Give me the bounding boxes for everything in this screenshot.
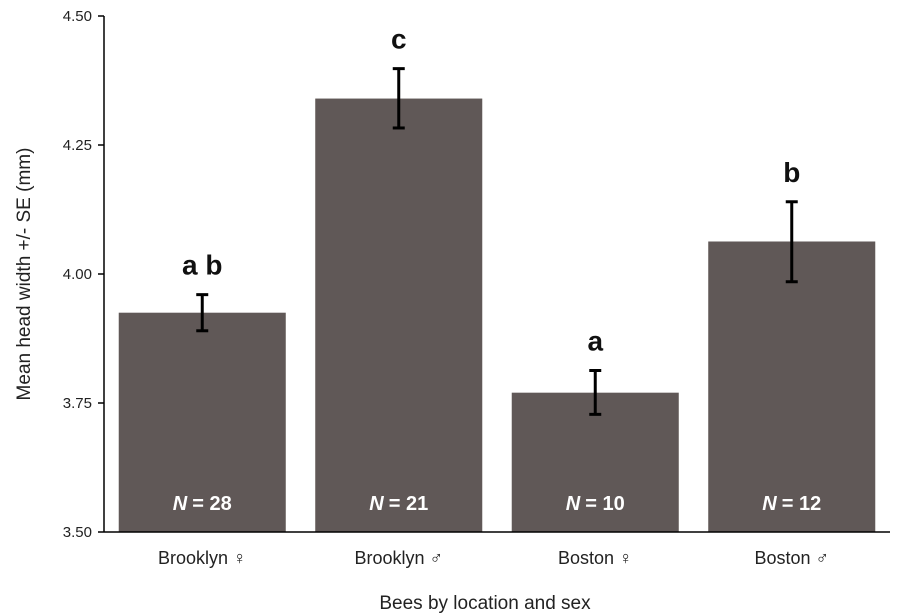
bar — [511, 392, 679, 532]
significance-label: a b — [182, 250, 222, 281]
sample-size-label: N = 21 — [369, 493, 428, 515]
y-tick-label: 4.25 — [63, 137, 92, 154]
y-tick-label: 4.50 — [63, 8, 92, 25]
sample-size-prefix: N — [566, 493, 581, 515]
x-tick-label: Boston ♀ — [558, 548, 633, 568]
sample-size-prefix: N — [369, 493, 384, 515]
sample-size-prefix: N — [762, 493, 777, 515]
y-axis-title: Mean head width +/- SE (mm) — [14, 148, 35, 401]
sample-size-value: = 28 — [192, 493, 231, 515]
sample-size-label: N = 10 — [566, 493, 625, 515]
sample-size-label: N = 12 — [762, 493, 821, 515]
y-tick-label: 3.75 — [63, 395, 92, 412]
x-tick-label: Boston ♂ — [754, 548, 829, 568]
x-axis: Brooklyn ♀ Brooklyn ♂ Boston ♀ Boston ♂ — [104, 531, 890, 568]
sample-size-prefix: N — [173, 493, 188, 515]
y-axis: 3.50 3.75 4.00 4.25 4.50 — [63, 8, 105, 541]
sample-size-value: = 21 — [389, 493, 428, 515]
bar — [708, 241, 876, 532]
significance-label: a — [587, 325, 603, 356]
y-tick-label: 3.50 — [63, 524, 92, 541]
significance-label: b — [783, 157, 800, 188]
bar — [118, 312, 286, 532]
x-axis-title: Bees by location and sex — [379, 593, 591, 614]
x-tick-label: Brooklyn ♂ — [354, 548, 443, 568]
significance-label: c — [391, 24, 407, 55]
x-tick-label: Brooklyn ♀ — [158, 548, 247, 568]
sample-size-value: = 12 — [782, 493, 821, 515]
bar — [315, 98, 483, 532]
y-tick-label: 4.00 — [63, 266, 92, 283]
sample-size-value: = 10 — [585, 493, 624, 515]
sample-size-label: N = 28 — [173, 493, 232, 515]
